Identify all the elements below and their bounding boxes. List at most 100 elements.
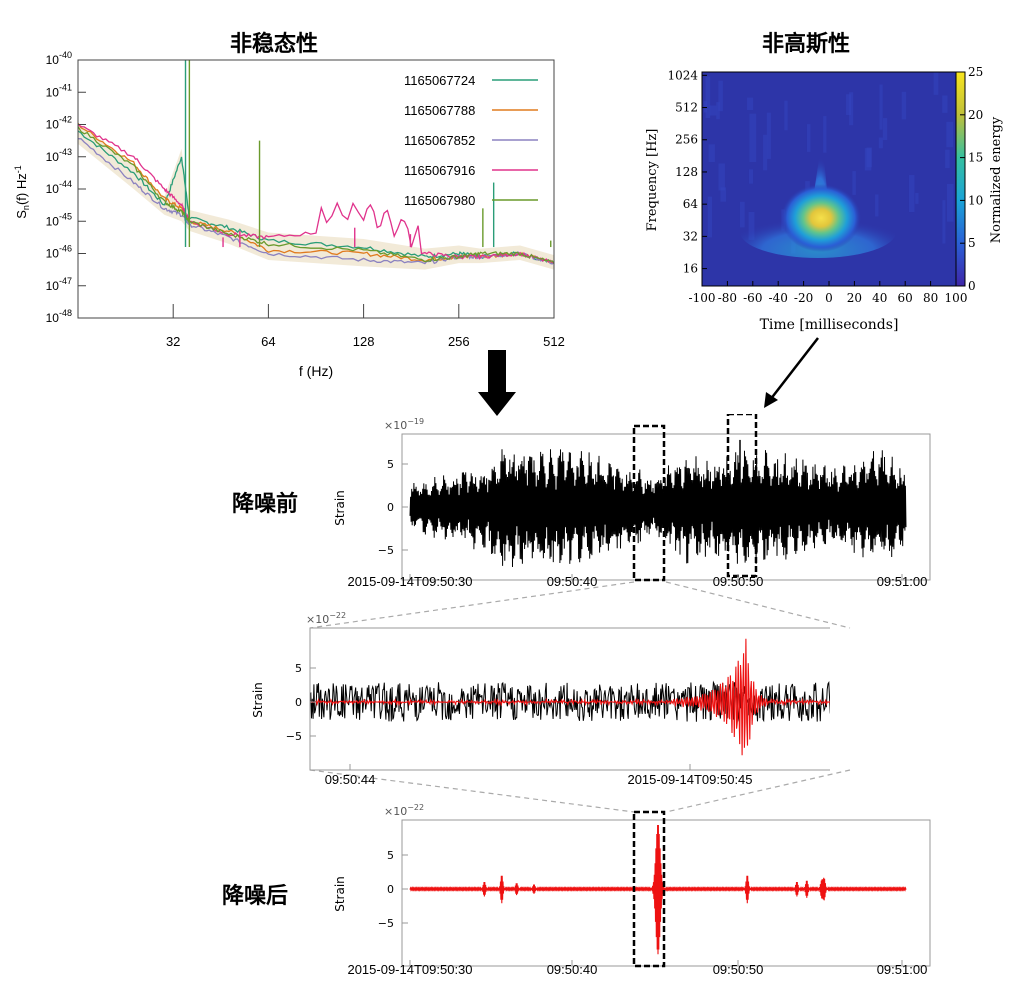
spectrogram-texture-patch — [709, 105, 717, 116]
spectrogram-texture-patch — [915, 193, 919, 204]
psd-uncertainty-band — [78, 122, 554, 270]
spectrogram-x-tick-label: 80 — [923, 291, 938, 305]
psd-y-axis-label: Sn(f) Hz-1 — [13, 165, 31, 218]
spectrogram-texture-patch — [846, 94, 852, 116]
spectrogram-x-tick-label: 60 — [898, 291, 913, 305]
strain-before-trace — [409, 449, 907, 568]
psd-x-tick-label: 128 — [353, 334, 375, 349]
spectrogram-texture-patch — [739, 201, 745, 228]
spectrogram-texture-patch — [823, 116, 827, 153]
spectrogram-texture-patch — [766, 112, 771, 159]
colorbar-tick-label: 5 — [968, 236, 976, 250]
strain-after-trace — [409, 824, 907, 955]
psd-legend-label: 1165067788 — [404, 103, 475, 118]
spectrogram-texture-patch — [879, 84, 883, 130]
y-tick-label: −5 — [378, 917, 394, 930]
x-tick-label: 09:50:44 — [324, 772, 376, 787]
psd-x-axis-label: f (Hz) — [299, 363, 333, 379]
x-tick-label: 2015-09-14T09:50:45 — [627, 772, 753, 787]
spectrogram-peak-blob — [781, 184, 861, 252]
psd-series-line — [77, 126, 555, 264]
spectrogram-title: 非高斯性 — [762, 32, 851, 57]
spectrogram-texture-patch — [933, 72, 939, 95]
svg-text:Sn(f) Hz-1: Sn(f) Hz-1 — [13, 165, 31, 218]
spectrogram-x-tick-label: -60 — [743, 291, 762, 305]
psd-y-tick-label: 10-41 — [46, 82, 72, 99]
spectrogram-texture-patch — [716, 102, 720, 120]
strain-zoom-frame — [309, 627, 830, 771]
spectrogram-background-texture — [703, 72, 954, 254]
spectrogram-texture-patch — [908, 175, 915, 213]
spectrogram-x-tick-labels: -100 -80 -60 -40 -20 0 20 40 60 80 100 — [689, 281, 967, 305]
x-tick-label: 09:51:00 — [876, 962, 928, 977]
strain-before-scale: ×10−19 — [384, 417, 424, 432]
psd-series-line — [77, 138, 555, 265]
psd-legend-label: 1165067852 — [404, 133, 475, 148]
x-tick-label: 09:50:50 — [712, 574, 764, 589]
y-tick-label: 5 — [295, 662, 302, 675]
spectrogram-texture-patch — [901, 91, 907, 120]
strain-after-y-label: Strain — [333, 876, 347, 912]
spectrogram-y-tick-label: 64 — [683, 197, 699, 211]
psd-y-tick-label: 10-47 — [46, 276, 72, 293]
spectrogram-texture-patch — [748, 169, 754, 184]
psd-y-tick-label: 10-42 — [46, 115, 72, 132]
spectrogram-x-tick-label: 40 — [872, 291, 887, 305]
event-box-bottom — [632, 810, 666, 968]
x-tick-label: 09:51:00 — [876, 574, 928, 589]
spectrogram-x-tick-label: -80 — [718, 291, 737, 305]
spectrogram-x-tick-label: 0 — [825, 291, 833, 305]
strain-after-chart: ×10−22 5 0 −5 Strain — [333, 803, 931, 968]
y-tick-label: 0 — [387, 883, 394, 896]
y-tick-label: −5 — [378, 544, 394, 557]
spectrogram-texture-patch — [942, 95, 948, 113]
spectrogram-y-tick-label: 32 — [683, 229, 698, 243]
psd-y-tick-label: 10-43 — [46, 147, 72, 164]
spectrogram-texture-patch — [718, 163, 725, 191]
colorbar-tick-label: 10 — [968, 193, 983, 207]
spectrogram-x-tick-label: -40 — [769, 291, 788, 305]
spectrogram-y-tick-label: 1024 — [667, 68, 698, 82]
y-tick-label: −5 — [286, 730, 302, 743]
spectrogram-colorbar-ticks: 25 20 15 10 5 0 — [960, 65, 983, 293]
pointer-arrowhead-icon — [764, 392, 778, 408]
strain-zoom-signal-trace — [309, 638, 830, 756]
x-tick-label: 09:50:40 — [546, 962, 598, 977]
strain-zoom-chart: ×10−22 5 0 −5 Strain — [251, 611, 830, 771]
spectrogram-texture-patch — [705, 76, 711, 119]
x-tick-label: 2015-09-14T09:50:30 — [347, 574, 473, 589]
strain-after-frame — [401, 819, 931, 967]
event-box-top-right — [726, 414, 758, 578]
spectrogram-x-tick-label: 20 — [847, 291, 862, 305]
strain-zoom-y-ticks: 5 0 −5 — [286, 662, 316, 743]
spectrogram-y-tick-label: 128 — [675, 165, 698, 179]
spectrogram-y-tick-label: 512 — [675, 101, 698, 115]
spectrogram-texture-patch — [852, 171, 856, 195]
spectrogram-texture-patch — [806, 124, 811, 152]
spectrogram-texture-patch — [708, 144, 715, 163]
label-before-denoise: 降噪前 — [232, 492, 299, 517]
spectrogram-y-tick-label: 256 — [675, 133, 698, 147]
psd-series-line — [77, 123, 555, 264]
x-tick-label: 09:50:40 — [546, 574, 598, 589]
spectrogram-x-tick-label: -20 — [794, 291, 813, 305]
spectrogram-colorbar — [955, 71, 966, 287]
psd-chart: 10-40 10-41 10-42 10-43 10-44 10-45 10-46 10-47… — [13, 50, 565, 379]
y-tick-label: 0 — [387, 501, 394, 514]
spectrogram-texture-patch — [866, 147, 872, 168]
strain-before-chart: ×10−19 5 0 −5 Strain — [333, 414, 931, 582]
strain-before-y-label: Strain — [333, 490, 347, 526]
psd-y-tick-labels: 10-40 10-41 10-42 10-43 10-44 10-45 10-46 10-47… — [46, 50, 86, 325]
spectrogram-texture-patch — [946, 183, 954, 222]
strain-zoom-scale: ×10−22 — [306, 611, 346, 626]
spectrogram-texture-patch — [749, 113, 757, 162]
x-tick-label: 09:50:50 — [712, 962, 764, 977]
psd-x-tick-label: 32 — [166, 334, 180, 349]
spectrogram-texture-patch — [707, 196, 712, 238]
psd-y-tick-label: 10-45 — [46, 211, 72, 228]
psd-legend: 1165067724 1165067788 1165067852 1165067916… — [404, 73, 538, 208]
spectrogram-y-axis-label: Frequency [Hz] — [645, 129, 660, 232]
psd-series-line — [77, 122, 555, 264]
spectrogram-texture-patch — [720, 187, 727, 202]
y-tick-label: 5 — [387, 458, 394, 471]
